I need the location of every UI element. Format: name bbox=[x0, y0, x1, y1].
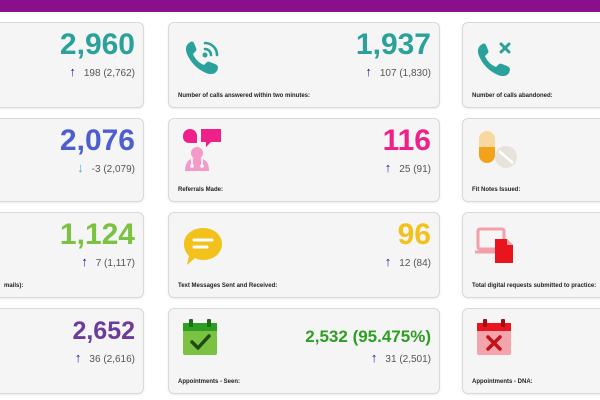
stat-label: Referrals Made: bbox=[178, 187, 224, 193]
previous-value: (2,762) bbox=[103, 68, 135, 79]
stat-change: ↑ 31 (2,501) bbox=[371, 350, 431, 365]
up-arrow-icon: ↑ bbox=[365, 64, 372, 79]
stat-value: 2,652 bbox=[72, 317, 135, 345]
stat-card-row2-left[interactable]: 2,076 ↓ -3 (2,079) bbox=[0, 118, 144, 202]
stat-label: Fit Notes Issued: bbox=[472, 187, 521, 193]
stat-value: 2,076 bbox=[59, 124, 135, 157]
stat-label: Number of calls answered within two minu… bbox=[178, 93, 311, 99]
doctor-chat-icon bbox=[183, 129, 221, 171]
stat-change: ↑ 36 (2,616) bbox=[75, 350, 135, 365]
pills-icon bbox=[479, 131, 517, 168]
stat-label: Total digital requests submitted to prac… bbox=[472, 283, 597, 289]
stat-label: mails): bbox=[4, 283, 24, 289]
stat-card-digital-requests[interactable]: Total digital requests submitted to prac… bbox=[462, 212, 600, 298]
stat-value: 1,937 bbox=[355, 28, 431, 61]
stat-value: 96 bbox=[397, 218, 431, 251]
stat-value: 1,124 bbox=[59, 218, 135, 251]
up-arrow-icon: ↑ bbox=[69, 64, 76, 79]
change-value: 12 bbox=[399, 258, 411, 269]
stat-value: 2,960 bbox=[59, 28, 135, 61]
stat-card-row4-left[interactable]: 2,652 ↑ 36 (2,616) bbox=[0, 308, 144, 394]
previous-value: (84) bbox=[413, 258, 431, 269]
previous-value: (2,079) bbox=[103, 164, 135, 175]
previous-value: (2,616) bbox=[103, 354, 135, 365]
message-bubble-icon bbox=[184, 228, 222, 265]
phone-x-icon bbox=[477, 42, 511, 77]
previous-value: (1,117) bbox=[104, 258, 135, 269]
calendar-x-icon bbox=[477, 319, 511, 355]
stat-label: Text Messages Sent and Received: bbox=[178, 283, 278, 289]
stat-card-referrals[interactable]: 116 ↑ 25 (91) Referrals Made: bbox=[168, 118, 440, 202]
up-arrow-icon: ↑ bbox=[370, 350, 378, 365]
stat-card-calls-abandoned[interactable]: Number of calls abandoned: bbox=[462, 22, 600, 108]
stat-card-calls-total[interactable]: 2,960 ↑ 198 (2,762) bbox=[0, 22, 144, 108]
calendar-check-icon bbox=[183, 319, 217, 355]
change-value: 198 bbox=[83, 68, 101, 79]
change-value: 107 bbox=[379, 68, 397, 79]
up-arrow-icon: ↑ bbox=[384, 254, 392, 269]
stat-label: Appointments - Seen: bbox=[178, 379, 241, 385]
stat-card-row3-left[interactable]: 1,124 ↑ 7 (1,117) mails): bbox=[0, 212, 144, 298]
up-arrow-icon: ↑ bbox=[81, 254, 88, 269]
stat-label: Number of calls abandoned: bbox=[472, 93, 553, 99]
previous-value: (1,830) bbox=[399, 68, 431, 79]
previous-value: (2,501) bbox=[399, 354, 431, 365]
change-value: 25 bbox=[399, 164, 411, 175]
stat-change: ↑ 7 (1,117) bbox=[81, 254, 135, 269]
change-value: 7 bbox=[95, 258, 102, 269]
header-bar bbox=[0, 0, 600, 12]
change-value: -3 bbox=[91, 164, 101, 175]
laptop-document-icon bbox=[475, 227, 513, 263]
stat-card-text-messages[interactable]: 96 ↑ 12 (84) Text Messages Sent and Recei… bbox=[168, 212, 440, 298]
stat-value: 116 bbox=[382, 124, 431, 157]
stat-change: ↑ 12 (84) bbox=[385, 254, 431, 269]
appointments-seen-percent: (95.475%) bbox=[352, 327, 431, 346]
stat-card-calls-answered[interactable]: 1,937 ↑ 107 (1,830) Number of calls answe… bbox=[168, 22, 440, 108]
change-value: 36 bbox=[89, 354, 101, 365]
phone-wifi-icon bbox=[185, 41, 219, 75]
stat-change: ↑ 107 (1,830) bbox=[365, 64, 431, 79]
appointments-seen-value: 2,532 bbox=[305, 327, 348, 346]
stat-card-appointments-seen[interactable]: 2,532 (95.475%) ↑ 31 (2,501) Appointments… bbox=[168, 308, 440, 394]
stat-card-fit-notes[interactable]: Fit Notes Issued: bbox=[462, 118, 600, 202]
stat-change: ↑ 198 (2,762) bbox=[69, 64, 135, 79]
stat-card-appointments-dna[interactable]: Appointments - DNA: bbox=[462, 308, 600, 394]
stat-change: ↑ 25 (91) bbox=[385, 160, 431, 175]
down-arrow-icon: ↓ bbox=[77, 160, 84, 175]
stat-change: ↓ -3 (2,079) bbox=[77, 160, 135, 175]
stat-label: Appointments - DNA: bbox=[472, 379, 533, 385]
stat-value: 2,532 (95.475%) bbox=[305, 321, 431, 353]
up-arrow-icon: ↑ bbox=[384, 160, 392, 175]
previous-value: (91) bbox=[413, 164, 431, 175]
up-arrow-icon: ↑ bbox=[74, 350, 82, 365]
change-value: 31 bbox=[385, 354, 397, 365]
